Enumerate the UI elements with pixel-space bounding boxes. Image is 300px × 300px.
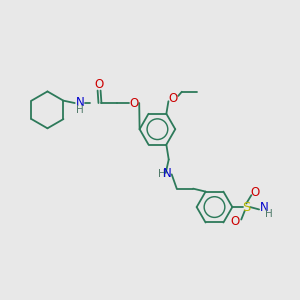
Text: H: H — [265, 209, 273, 220]
Text: O: O — [230, 215, 239, 228]
Text: N: N — [260, 201, 268, 214]
Text: O: O — [94, 78, 104, 91]
Text: H: H — [76, 105, 84, 115]
Text: N: N — [163, 167, 171, 180]
Text: S: S — [242, 201, 250, 214]
Text: O: O — [130, 97, 139, 110]
Text: O: O — [250, 186, 260, 199]
Text: H: H — [158, 169, 166, 179]
Text: O: O — [169, 92, 178, 105]
Text: N: N — [76, 96, 84, 109]
